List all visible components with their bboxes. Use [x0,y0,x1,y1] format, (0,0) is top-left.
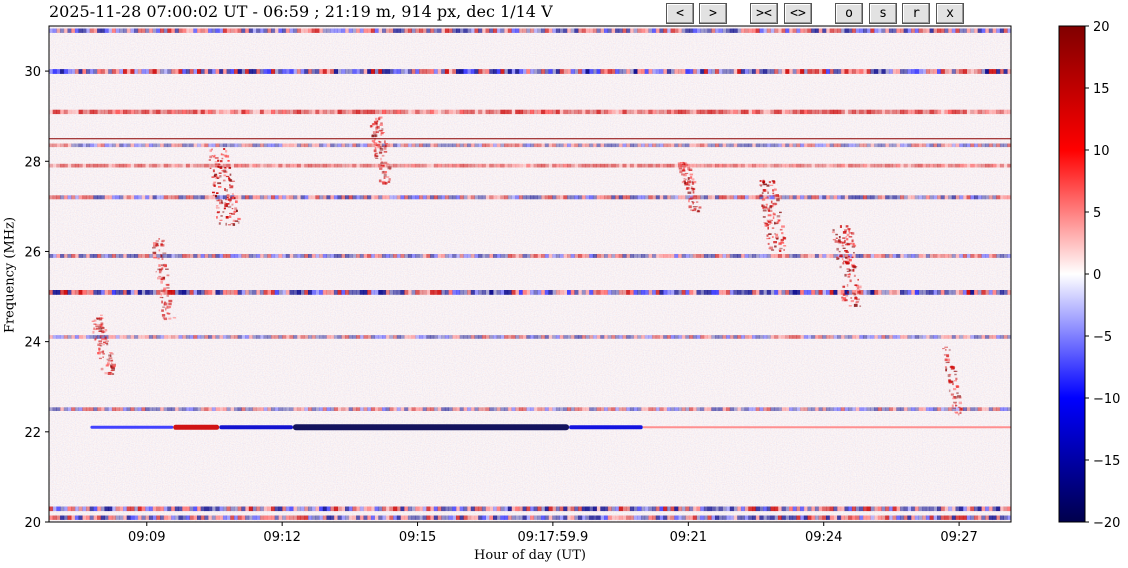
x-button[interactable]: x [936,3,964,24]
x-tick: 09:12 [263,522,301,545]
toolbar: < > >< <> o s r x [0,0,1128,26]
colorbar-tick: −10 [1085,392,1120,407]
y-tick-label: 24 [24,336,41,351]
colorbar-tick: 15 [1085,82,1110,97]
x-tick-label: 09:24 [805,530,842,545]
colorbar-tick: 10 [1085,144,1110,159]
rfi-band [49,254,1011,258]
y-tick: 20 [24,516,49,531]
rfi-band [49,69,1011,74]
next-button[interactable]: > [699,3,727,24]
colorbar-tick: −15 [1085,454,1120,469]
x-tick: 09:09 [128,522,166,545]
colorbar-tick: 20 [1085,20,1110,35]
x-tick: 09:24 [805,522,842,545]
y-tick: 30 [24,65,49,80]
radio-burst [208,148,241,226]
colorbar-tick: 0 [1085,268,1101,283]
x-tick: 09:17:59.9 [517,522,588,545]
x-tick: 09:21 [670,522,707,545]
zoom-out-button[interactable]: <> [784,3,812,24]
x-tick-label: 09:21 [670,530,707,545]
x-tick-label: 09:09 [128,530,165,545]
y-axis: 20 22 24 26 28 30 [24,65,49,531]
s-button[interactable]: s [869,3,897,24]
x-tick: 09:27 [940,522,978,545]
y-tick-label: 30 [24,65,41,80]
rfi-band [49,143,1011,148]
x-tick-label: 09:15 [399,530,436,545]
o-button[interactable]: o [835,3,863,24]
radio-burst [91,314,116,375]
y-tick: 26 [24,245,49,260]
y-axis-label: Frequency (MHz) [2,216,18,334]
rfi-band [49,109,1011,115]
radio-burst [942,346,963,416]
y-tick: 24 [24,336,49,351]
rfi-band [49,407,1011,411]
colorbar-tick-label: 20 [1093,20,1110,35]
radio-burst [759,179,787,252]
x-axis: 09:09 09:12 09:15 09:17:59.9 09:21 09:24 09:27 [128,522,978,545]
x-tick-label: 09:12 [263,530,300,545]
rfi-band [49,506,1011,512]
y-tick-label: 22 [24,426,41,441]
radio-burst [677,161,702,213]
colorbar-tick: −5 [1085,330,1112,345]
colorbar: −20 −15 −10 −5 0 5 10 15 20 [1058,20,1120,531]
y-tick-label: 28 [24,155,41,170]
x-tick: 09:15 [399,522,436,545]
colorbar-tick: −20 [1085,516,1120,531]
prev-button[interactable]: < [666,3,694,24]
x-tick-label: 09:17:59.9 [517,530,588,545]
rfi-band [49,195,1011,200]
colorbar-tick-label: 15 [1093,82,1110,97]
rfi-band [49,28,1011,33]
y-tick: 22 [24,426,49,441]
plot-frame [48,25,1012,523]
colorbar-tick-label: 5 [1093,206,1101,221]
y-tick: 28 [24,155,49,170]
spectrogram-plot-area[interactable] [48,25,1012,523]
rfi-band [49,290,1011,295]
colorbar-tick-label: −10 [1093,392,1120,407]
y-tick-label: 26 [24,245,41,260]
carrier-line [90,424,1011,431]
y-tick-label: 20 [24,516,41,531]
zoom-in-button[interactable]: >< [750,3,778,24]
radio-burst [152,238,177,321]
colorbar-tick-label: −15 [1093,454,1120,469]
r-button[interactable]: r [902,3,930,24]
noise-texture [49,26,1011,522]
radio-burst [831,225,862,307]
colorbar-tick-label: −20 [1093,516,1120,531]
rfi-band [49,515,1011,520]
plot-title: 2025-11-28 07:00:02 UT - 06:59 ; 21:19 m… [49,2,553,21]
colorbar-gradient [1058,25,1086,523]
x-tick-label: 09:27 [940,530,977,545]
colorbar-tick: 5 [1085,206,1101,221]
x-axis-label: Hour of day (UT) [474,548,586,563]
radio-burst [369,116,392,185]
colorbar-tick-label: −5 [1093,330,1112,345]
rfi-band [49,163,1011,168]
colorbar-tick-label: 0 [1093,268,1101,283]
colorbar-tick-label: 10 [1093,144,1110,159]
rfi-band [49,335,1011,339]
